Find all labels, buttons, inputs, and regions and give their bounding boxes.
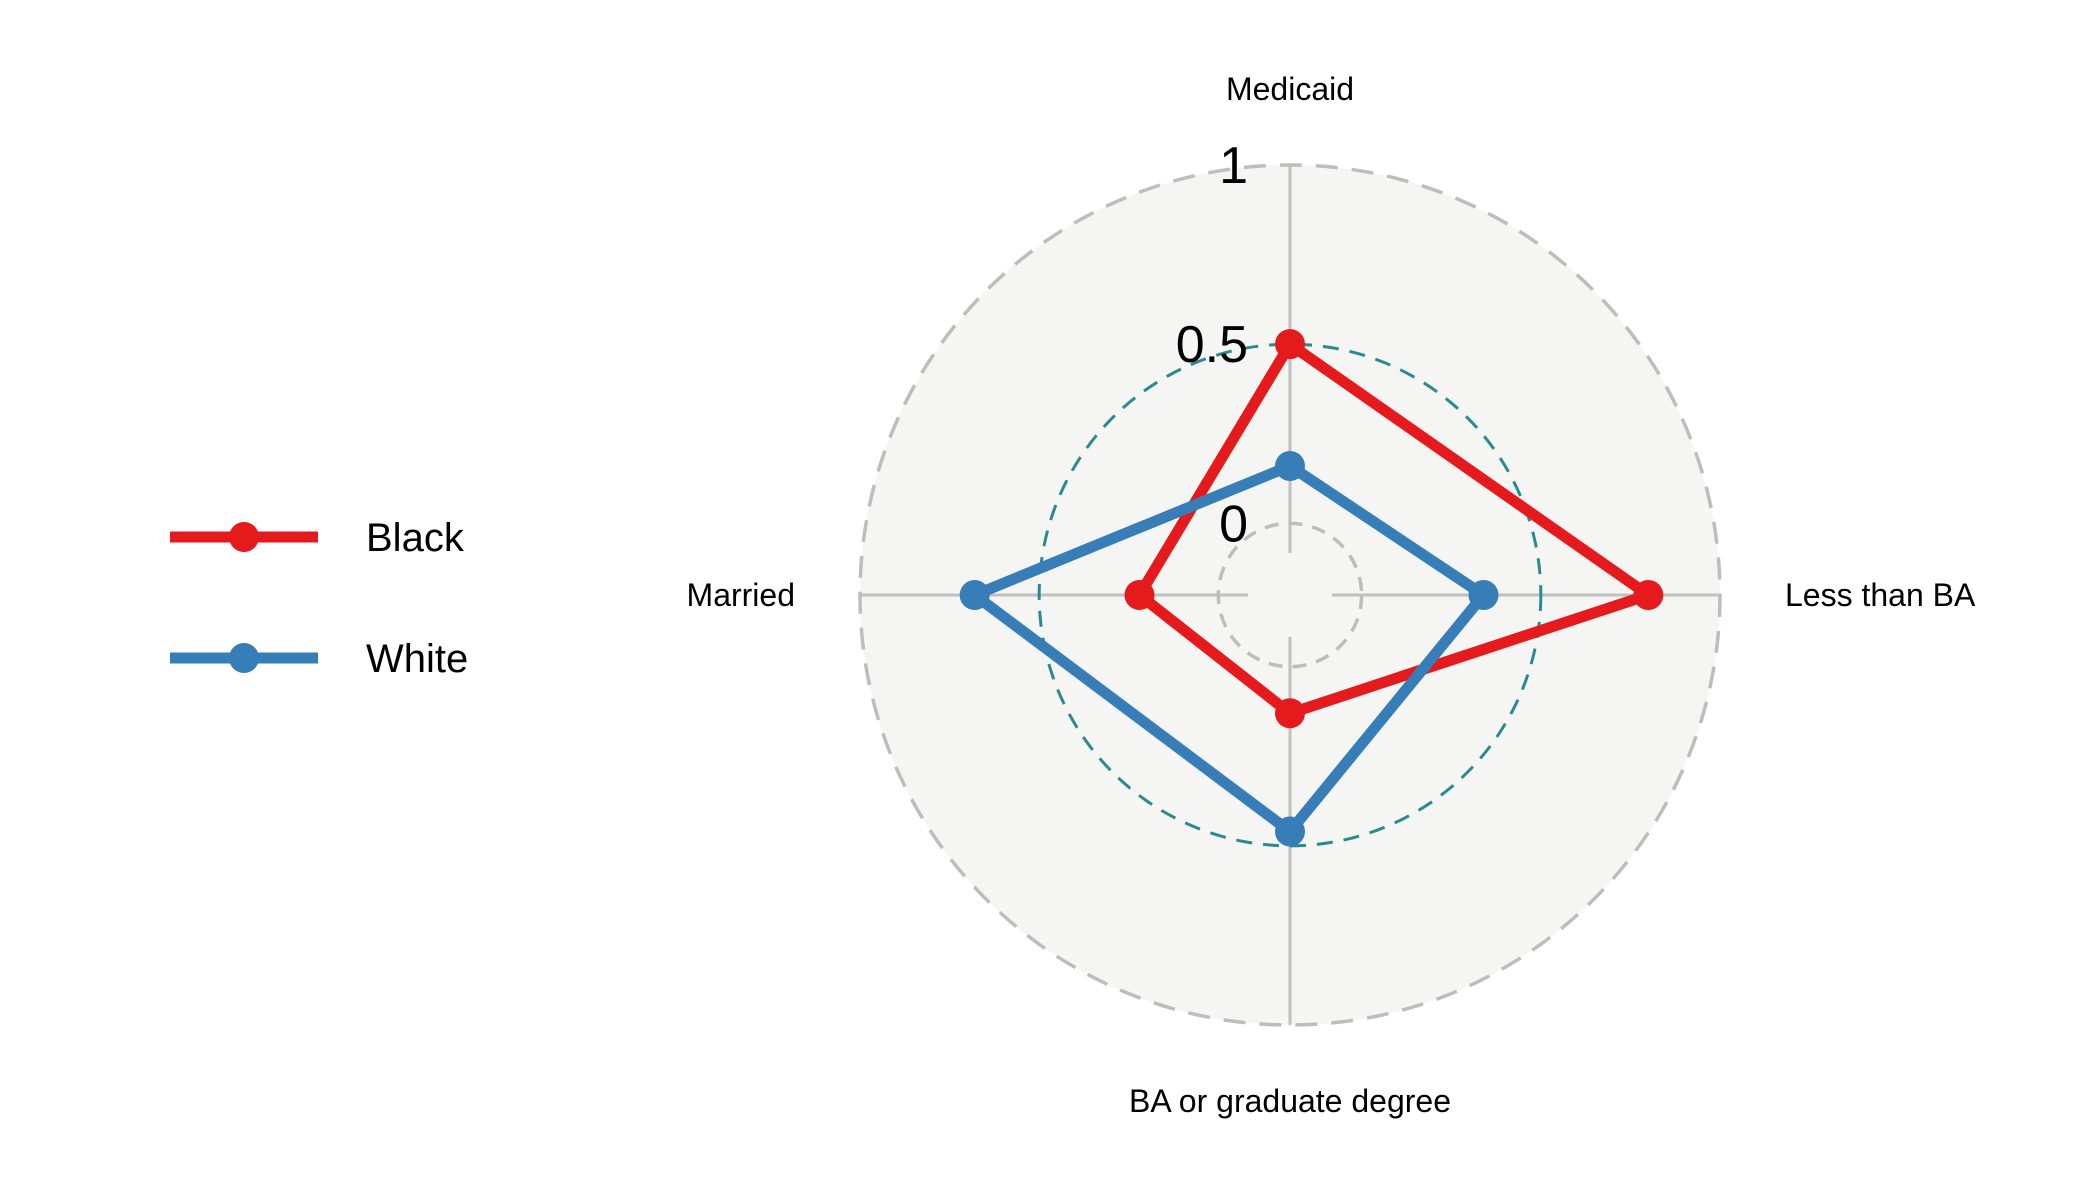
series-point-white-1 — [1468, 580, 1499, 610]
radar-series — [959, 329, 1664, 847]
legend-marker-black — [229, 522, 259, 552]
series-point-black-0 — [1275, 329, 1305, 360]
series-point-black-2 — [1275, 698, 1305, 729]
series-point-black-3 — [1124, 580, 1155, 610]
series-point-white-3 — [959, 580, 990, 610]
tick-label-0: 0 — [1219, 495, 1248, 553]
axis-label-2: BA or graduate degree — [1129, 1083, 1451, 1119]
tick-label-2: 1 — [1219, 137, 1248, 195]
legend-label-black: Black — [366, 516, 465, 560]
axis-label-1: Less than BA — [1785, 577, 1976, 613]
grid-ring-2 — [858, 163, 1722, 1027]
tick-label-1: 0.5 — [1176, 316, 1248, 374]
radar-background — [860, 165, 1720, 1025]
axis-label-0: Medicaid — [1226, 71, 1354, 107]
series-point-white-0 — [1275, 451, 1305, 481]
plot-background — [860, 165, 1720, 1025]
legend: Black White — [170, 516, 468, 681]
grid-ring-0 — [1216, 521, 1364, 669]
radar-labels: 0 0.5 1 Medicaid Less than BA BA or graduate … — [687, 71, 1976, 1119]
axis-label-3: Married — [687, 577, 795, 613]
legend-marker-white — [229, 643, 259, 673]
legend-label-white: White — [366, 637, 468, 681]
series-point-white-2 — [1275, 816, 1305, 847]
series-point-black-1 — [1633, 580, 1664, 610]
